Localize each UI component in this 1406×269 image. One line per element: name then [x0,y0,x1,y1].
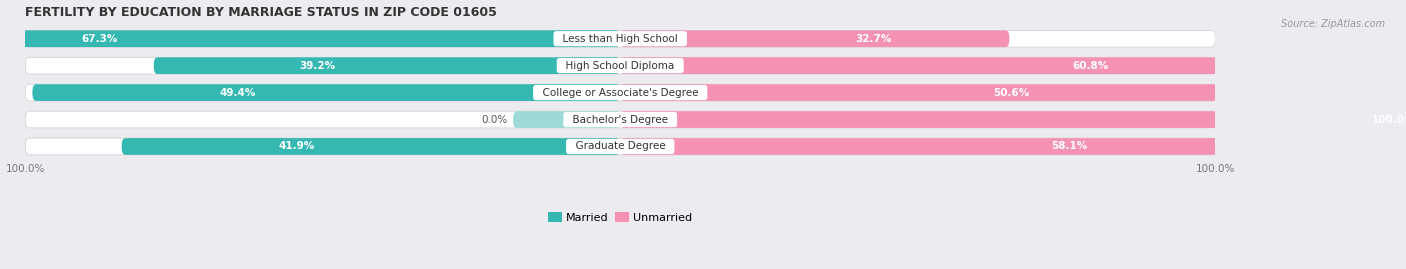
FancyBboxPatch shape [25,111,1215,128]
Text: FERTILITY BY EDUCATION BY MARRIAGE STATUS IN ZIP CODE 01605: FERTILITY BY EDUCATION BY MARRIAGE STATU… [25,6,498,19]
Text: 49.4%: 49.4% [219,88,256,98]
Text: 50.6%: 50.6% [994,88,1029,98]
Text: 58.1%: 58.1% [1052,141,1088,151]
Text: 32.7%: 32.7% [855,34,891,44]
FancyBboxPatch shape [122,138,620,155]
Text: 100.0%: 100.0% [1372,115,1406,125]
FancyBboxPatch shape [620,138,1312,155]
Text: 39.2%: 39.2% [299,61,335,71]
Text: 60.8%: 60.8% [1073,61,1109,71]
Text: 41.9%: 41.9% [278,141,315,151]
FancyBboxPatch shape [0,30,620,47]
Text: Less than High School: Less than High School [557,34,685,44]
FancyBboxPatch shape [153,57,620,74]
FancyBboxPatch shape [25,84,1215,101]
FancyBboxPatch shape [620,57,1344,74]
FancyBboxPatch shape [25,138,1215,155]
Text: Graduate Degree: Graduate Degree [568,141,672,151]
Text: 0.0%: 0.0% [481,115,508,125]
FancyBboxPatch shape [620,30,1010,47]
Text: Bachelor's Degree: Bachelor's Degree [567,115,675,125]
Text: 67.3%: 67.3% [82,34,118,44]
Text: College or Associate's Degree: College or Associate's Degree [536,88,704,98]
FancyBboxPatch shape [25,57,1215,74]
Text: Source: ZipAtlas.com: Source: ZipAtlas.com [1281,19,1385,29]
Legend: Married, Unmarried: Married, Unmarried [544,208,697,227]
FancyBboxPatch shape [513,111,620,128]
FancyBboxPatch shape [620,111,1406,128]
FancyBboxPatch shape [620,84,1222,101]
FancyBboxPatch shape [32,84,620,101]
FancyBboxPatch shape [25,30,1215,47]
Text: High School Diploma: High School Diploma [560,61,681,71]
